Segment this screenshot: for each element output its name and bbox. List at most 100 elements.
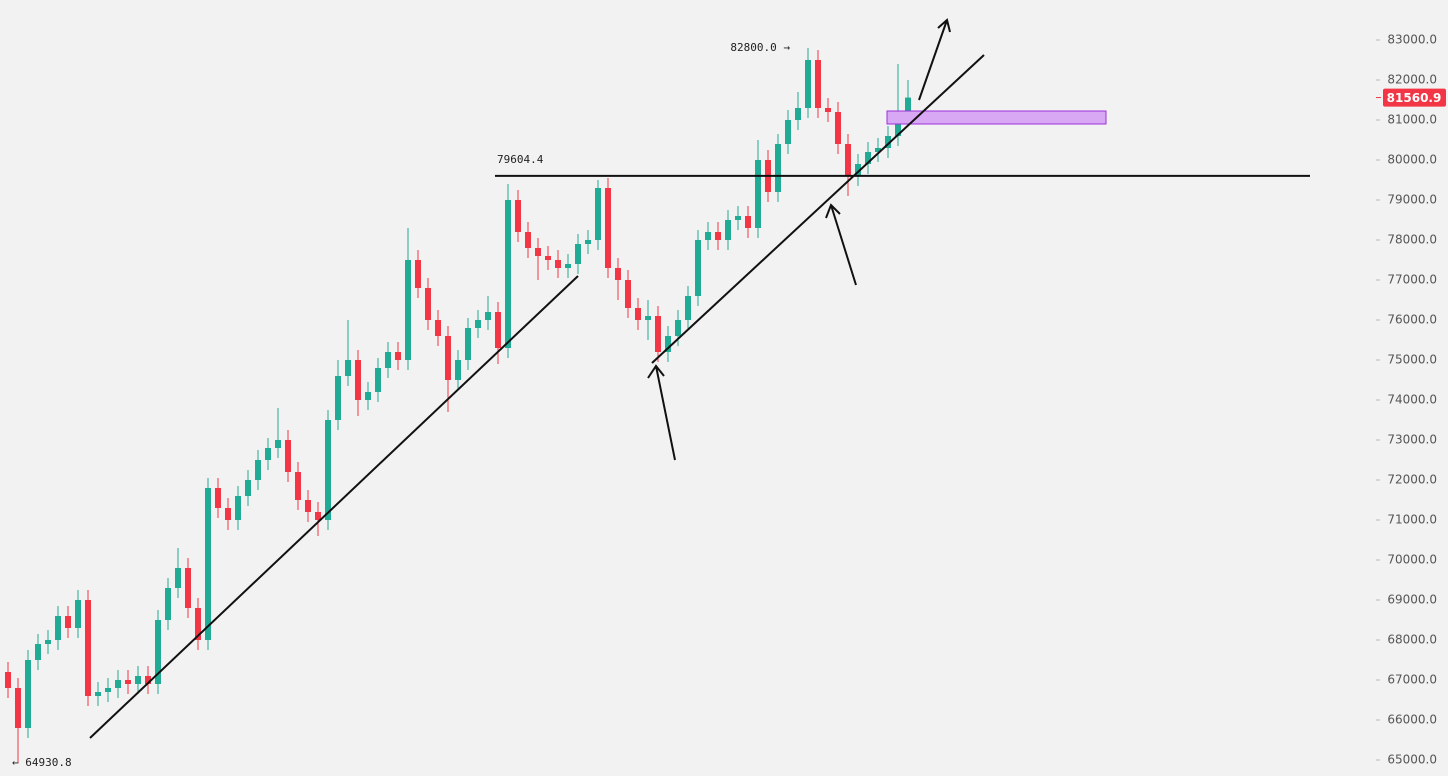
candle-body [795,108,801,120]
arrow [918,18,951,101]
y-tick-label: 75000.0 [1387,353,1437,367]
candle-body [115,680,121,688]
y-tick-label: 74000.0 [1387,393,1437,407]
candle-body [405,260,411,360]
candle-body [585,240,591,244]
candle-body [65,616,71,628]
candle-body [235,496,241,520]
candle-body [35,644,41,660]
candle-body [575,244,581,264]
y-tick-label: 83000.0 [1387,33,1437,47]
candle-body [485,312,491,320]
y-tick-label: 69000.0 [1387,593,1437,607]
price-tag [1383,88,1446,107]
candle-body [645,316,651,320]
high-label: 82800.0 → [730,41,790,54]
y-tick-label: 77000.0 [1387,273,1437,287]
candle-body [465,328,471,360]
candle-body [445,336,451,380]
candle-body [265,448,271,460]
candle-body [345,360,351,376]
candle-body [425,288,431,320]
y-tick-label: 82000.0 [1387,73,1437,87]
candle-body [685,296,691,320]
trendline [89,275,579,739]
candle-body [175,568,181,588]
candle-body [755,160,761,228]
candle-body [705,232,711,240]
candle-body [655,316,661,352]
candle-body [675,320,681,336]
candle-body [355,360,361,400]
candle-body [145,676,151,684]
candle-body [845,144,851,176]
y-tick-label: 79000.0 [1387,193,1437,207]
candle-body [715,232,721,240]
trendline [651,54,985,364]
candle-body [105,688,111,692]
candle-body [135,676,141,684]
candle-body [305,500,311,512]
candle-body [335,376,341,420]
candle-body [455,360,461,380]
candle-body [215,488,221,508]
candle-body [865,152,871,164]
candle-body [515,200,521,232]
candle-body [875,148,881,152]
y-tick-label: 73000.0 [1387,433,1437,447]
candle-body [435,320,441,336]
candle-body [905,97,911,112]
y-tick-label: 66000.0 [1387,713,1437,727]
candle-body [475,320,481,328]
candle-body [315,512,321,520]
candle-body [25,660,31,728]
candle-body [855,164,861,176]
candle-body [615,268,621,280]
y-tick-label: 67000.0 [1387,673,1437,687]
candle-body [125,680,131,684]
candle-body [885,136,891,148]
candle-body [85,600,91,696]
candle-body [75,600,81,628]
candle-body [695,240,701,296]
candle-body [285,440,291,472]
drawings [89,18,985,739]
candle-body [565,264,571,268]
price-tag-label: 81560.9 [1387,91,1442,105]
candle-body [625,280,631,308]
arrow [647,364,676,461]
candle-body [545,256,551,260]
arrow [825,203,857,286]
candle-body [95,692,101,696]
y-tick-label: 81000.0 [1387,113,1437,127]
candle-body [275,440,281,448]
candle-body [815,60,821,108]
candle-body [395,352,401,360]
candle-body [505,200,511,348]
y-tick-label: 70000.0 [1387,553,1437,567]
candle-body [735,216,741,220]
candle-body [365,392,371,400]
candle-body [525,232,531,248]
y-tick-label: 71000.0 [1387,513,1437,527]
candle-body [775,144,781,192]
y-tick-label: 80000.0 [1387,153,1437,167]
candle-body [245,480,251,496]
candle-body [325,420,331,520]
candle-body [165,588,171,620]
candle-body [785,120,791,144]
candle-body [805,60,811,108]
y-tick-label: 78000.0 [1387,233,1437,247]
y-tick-label: 68000.0 [1387,633,1437,647]
candle-body [825,108,831,112]
candle-body [665,336,671,352]
zone-box [886,110,1107,125]
candle-body [255,460,261,480]
candle-body [635,308,641,320]
candle-body [725,220,731,240]
candle-body [605,188,611,268]
candle-body [415,260,421,288]
candle-body [195,608,201,640]
low-label: ← 64930.8 [12,756,72,769]
y-tick-label: 72000.0 [1387,473,1437,487]
